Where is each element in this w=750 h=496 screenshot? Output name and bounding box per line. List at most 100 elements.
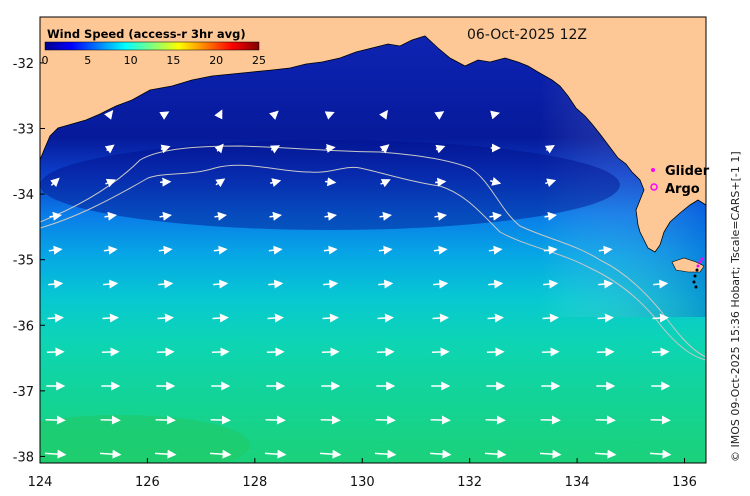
wind-arrow: [45, 415, 66, 425]
wind-arrow: [48, 279, 64, 289]
glider-point: [694, 285, 698, 289]
wind-arrow: [378, 279, 394, 289]
colorbar-ticks: 0 5 10 15 20 25: [42, 54, 267, 67]
wind-arrow: [597, 313, 614, 323]
ocean-green-pocket: [40, 415, 250, 463]
wind-arrow: [484, 449, 507, 459]
glider-point: [693, 274, 697, 278]
wind-arrow: [433, 245, 448, 255]
colorbar-ramp: [44, 41, 260, 51]
x-axis: 124 126 128 130 132 134 136: [28, 458, 697, 490]
wind-arrow: [324, 111, 335, 120]
y-tick-label: -35: [13, 254, 34, 269]
wind-arrow: [100, 415, 121, 425]
wind-arrow: [650, 415, 671, 425]
wind-arrow: [212, 313, 229, 323]
y-tick-label: -38: [13, 450, 34, 465]
wind-arrow: [545, 178, 557, 188]
wind-arrow: [488, 279, 504, 289]
legend-glider-label: Glider: [665, 164, 710, 179]
wind-arrow: [379, 144, 390, 154]
colorbar-tick-label: 25: [252, 54, 266, 67]
wind-arrow: [652, 313, 669, 323]
wind-arrow: [377, 313, 394, 323]
plot-area: [40, 17, 706, 463]
wind-arrow: [325, 177, 337, 187]
wind-arrow: [539, 449, 562, 459]
wind-arrow: [99, 449, 122, 459]
colorbar-tick-label: 5: [84, 54, 91, 67]
wind-arrow: [157, 313, 174, 323]
wind-arrow: [104, 211, 117, 221]
plot-frame: [39, 16, 707, 464]
wind-arrow: [323, 279, 339, 289]
wind-arrow: [324, 211, 337, 221]
wind-arrow: [323, 245, 338, 255]
wind-arrow: [435, 177, 447, 187]
wind-arrow: [380, 179, 391, 188]
glider-point: [700, 257, 704, 261]
wind-arrow: [434, 211, 447, 221]
wind-arrow: [544, 211, 557, 221]
wind-arrow: [544, 144, 555, 154]
kangaroo-island: [671, 257, 705, 273]
colorbar-tick-label: 15: [166, 54, 180, 67]
wind-arrow: [269, 110, 279, 120]
contour-200m: [40, 145, 706, 358]
glider-track: [692, 257, 704, 289]
x-tick-label: 128: [242, 475, 267, 490]
wind-arrow: [598, 245, 613, 255]
wind-arrow: [270, 178, 282, 188]
platform-legend: Glider Argo: [650, 164, 710, 197]
wind-arrow: [103, 245, 118, 255]
map-datetime: 06-Oct-2025 12Z: [467, 27, 587, 43]
wind-arrow: [320, 415, 341, 425]
wind-arrow: [267, 313, 284, 323]
x-tick-label: 124: [28, 475, 53, 490]
colorbar: Wind Speed (access-r 3hr avg) 0 5 10 15 20 25: [42, 23, 267, 67]
wind-arrow: [543, 279, 559, 289]
wind-arrow: [429, 449, 452, 459]
wind-arrow: [653, 279, 669, 289]
wind-arrow: [48, 245, 63, 255]
wind-arrow: [378, 245, 393, 255]
x-tick-label: 134: [565, 475, 590, 490]
wind-arrow: [485, 415, 506, 425]
colorbar-tick-label: 0: [42, 54, 49, 67]
wind-arrow: [265, 415, 286, 425]
wind-arrow: [47, 313, 64, 323]
wind-arrow: [158, 245, 173, 255]
wind-arrow: [103, 279, 119, 289]
wind-arrow: [490, 110, 500, 120]
wind-arrow: [432, 313, 449, 323]
wind-arrow: [210, 415, 231, 425]
y-tick-label: -34: [13, 188, 34, 203]
wind-arrow: [595, 415, 616, 425]
wind-arrow: [487, 313, 504, 323]
wind-arrow: [44, 449, 67, 459]
wind-arrow: [270, 145, 281, 154]
wind-arrow: [322, 313, 339, 323]
wind-arrow: [104, 144, 115, 154]
wind-arrow: [215, 178, 226, 188]
wind-arrow: [264, 449, 287, 459]
y-tick-label: -32: [13, 57, 34, 72]
wind-arrow: [154, 449, 177, 459]
wind-arrow: [433, 279, 449, 289]
wind-arrow: [379, 211, 392, 221]
wind-arrows: [44, 109, 672, 459]
wind-arrow: [325, 144, 336, 153]
wind-arrow: [434, 111, 445, 120]
colorbar-title: Wind Speed (access-r 3hr avg): [47, 27, 246, 41]
wind-arrow: [649, 449, 672, 459]
colorbar-tick-label: 20: [209, 54, 223, 67]
glider-point: [695, 268, 699, 272]
wind-arrow: [542, 313, 559, 323]
glider-point: [698, 260, 702, 264]
wind-arrow: [104, 109, 114, 120]
argo-legend-circle-icon: [650, 183, 658, 191]
wind-arrow: [214, 109, 223, 120]
y-axis: -32 -33 -34 -35 -36 -37 -38: [13, 57, 45, 465]
legend-argo-label: Argo: [665, 182, 700, 197]
